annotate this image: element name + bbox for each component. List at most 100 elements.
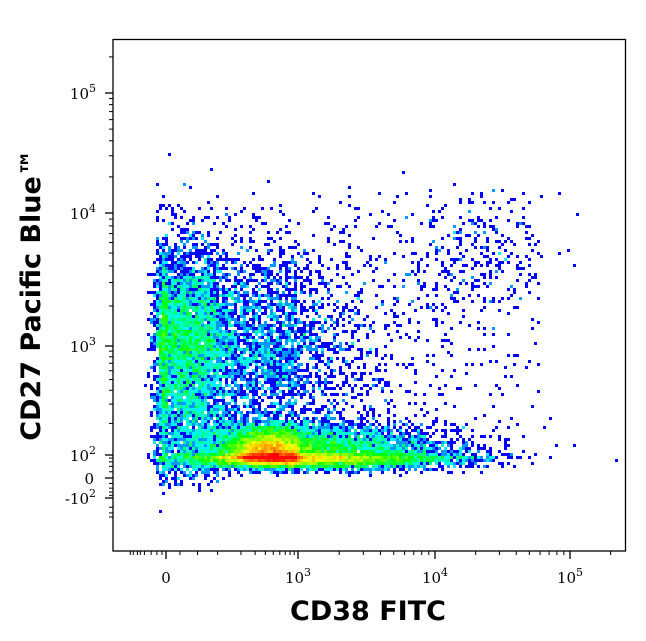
density-bin	[360, 450, 363, 453]
density-bin	[234, 441, 237, 444]
density-bin	[276, 306, 279, 309]
density-bin	[240, 351, 243, 354]
density-bin	[444, 435, 447, 438]
density-bin	[360, 423, 363, 426]
density-bin	[234, 414, 237, 417]
density-bin	[171, 279, 174, 282]
density-bin	[231, 315, 234, 318]
density-bin	[246, 303, 249, 306]
density-bin	[168, 375, 171, 378]
density-bin	[186, 333, 189, 336]
density-bin	[456, 246, 459, 249]
density-bin	[297, 465, 300, 468]
density-bin	[186, 303, 189, 306]
density-bin	[294, 324, 297, 327]
density-bin	[180, 264, 183, 267]
density-bin	[300, 330, 303, 333]
density-bin	[357, 393, 360, 396]
density-bin	[345, 468, 348, 471]
density-bin	[255, 423, 258, 426]
density-bin	[258, 300, 261, 303]
density-bin	[243, 393, 246, 396]
density-bin	[348, 420, 351, 423]
density-bin	[264, 243, 267, 246]
density-bin	[174, 336, 177, 339]
density-bin	[465, 363, 468, 366]
density-bin	[249, 297, 252, 300]
density-bin	[369, 348, 372, 351]
density-bin	[294, 291, 297, 294]
density-bin	[507, 333, 510, 336]
density-bin	[369, 456, 372, 459]
density-bin	[162, 345, 165, 348]
density-bin	[189, 255, 192, 258]
density-bin	[267, 378, 270, 381]
density-bin	[420, 453, 423, 456]
density-bin	[471, 288, 474, 291]
density-bin	[264, 339, 267, 342]
density-bin	[255, 345, 258, 348]
density-bin	[300, 327, 303, 330]
density-bin	[216, 432, 219, 435]
density-bin	[201, 396, 204, 399]
density-bin	[219, 309, 222, 312]
density-bin	[180, 480, 183, 483]
density-bin	[324, 384, 327, 387]
density-bin	[177, 369, 180, 372]
density-bin	[279, 426, 282, 429]
density-bin	[465, 465, 468, 468]
density-bin	[180, 369, 183, 372]
density-bin	[159, 336, 162, 339]
density-bin	[276, 309, 279, 312]
density-bin	[213, 264, 216, 267]
density-bin	[414, 414, 417, 417]
density-bin	[168, 471, 171, 474]
density-bin	[225, 225, 228, 228]
density-bin	[369, 258, 372, 261]
density-bin	[252, 306, 255, 309]
density-bin	[270, 357, 273, 360]
density-bin	[303, 465, 306, 468]
density-bin	[279, 315, 282, 318]
density-bin	[267, 435, 270, 438]
density-bin	[351, 453, 354, 456]
density-bin	[387, 450, 390, 453]
density-bin	[393, 303, 396, 306]
density-bin	[210, 261, 213, 264]
density-bin	[456, 456, 459, 459]
density-bin	[219, 279, 222, 282]
density-bin	[276, 456, 279, 459]
density-bin	[249, 336, 252, 339]
density-bin	[150, 318, 153, 321]
density-bin	[360, 453, 363, 456]
density-bin	[393, 465, 396, 468]
density-bin	[414, 468, 417, 471]
density-bin	[315, 348, 318, 351]
density-bin	[186, 450, 189, 453]
density-bin	[255, 393, 258, 396]
density-bin	[195, 339, 198, 342]
density-bin	[210, 375, 213, 378]
density-bin	[282, 429, 285, 432]
density-bin	[441, 393, 444, 396]
density-bin	[483, 255, 486, 258]
density-bin	[198, 318, 201, 321]
density-bin	[180, 351, 183, 354]
density-bin	[315, 339, 318, 342]
density-bin	[465, 444, 468, 447]
density-bin	[309, 432, 312, 435]
density-bin	[207, 273, 210, 276]
density-bin	[249, 387, 252, 390]
density-bin	[246, 306, 249, 309]
density-bin	[162, 483, 165, 486]
density-bin	[324, 393, 327, 396]
density-bin	[168, 339, 171, 342]
density-bin	[210, 294, 213, 297]
density-bin	[357, 465, 360, 468]
density-bin	[318, 444, 321, 447]
density-bin	[414, 252, 417, 255]
density-bin	[168, 366, 171, 369]
density-bin	[153, 261, 156, 264]
density-bin	[270, 447, 273, 450]
density-bin	[183, 387, 186, 390]
